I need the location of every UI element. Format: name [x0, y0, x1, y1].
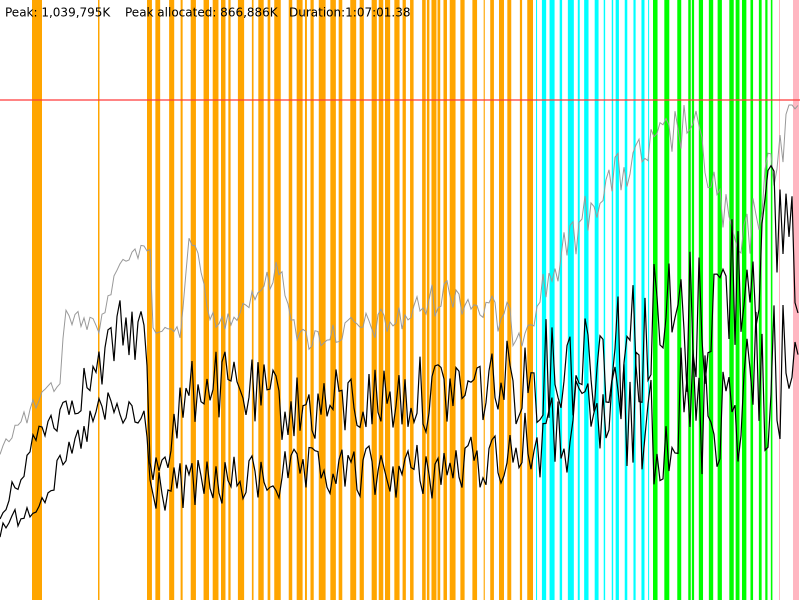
event-bar: [220, 0, 226, 600]
event-bar: [190, 0, 196, 600]
duration-text: Duration:1:07:01.38: [289, 6, 411, 20]
event-bar: [318, 0, 326, 600]
event-bar: [519, 0, 523, 600]
event-bar: [330, 0, 336, 600]
event-bar: [536, 0, 538, 600]
event-bar: [779, 0, 780, 600]
event-bar: [155, 0, 161, 600]
event-bar: [384, 0, 391, 600]
event-bar: [507, 0, 512, 600]
event-bar: [169, 0, 175, 600]
event-bar: [296, 0, 303, 600]
event-bar: [460, 0, 465, 600]
peak-allocated-text: Peak allocated: 866,886K: [125, 6, 279, 20]
event-bar: [499, 0, 504, 600]
event-bar: [371, 0, 377, 600]
peak-text: Peak: 1,039,795K: [5, 6, 111, 20]
event-bar: [251, 0, 254, 600]
event-bar: [310, 0, 314, 600]
usage-line: [0, 304, 799, 538]
usage-line: [0, 104, 799, 455]
event-bar: [594, 0, 599, 600]
event-bar: [228, 0, 231, 600]
event-bar: [735, 0, 740, 600]
event-bar: [237, 0, 245, 600]
event-bar: [750, 0, 754, 600]
event-bar: [541, 0, 547, 600]
event-bar: [449, 0, 456, 600]
event-bar: [770, 0, 773, 600]
event-bar: [648, 0, 650, 600]
event-bar: [98, 0, 100, 600]
event-bar: [359, 0, 364, 600]
event-bar: [410, 0, 414, 600]
event-bar: [212, 0, 219, 600]
event-bar: [394, 0, 400, 600]
event-bar: [378, 0, 384, 600]
event-bar: [653, 0, 658, 600]
event-bar: [350, 0, 357, 600]
event-bar: [338, 0, 343, 600]
event-bar: [729, 0, 734, 600]
event-bar: [567, 0, 574, 600]
event-bar: [472, 0, 478, 600]
event-bar: [527, 0, 533, 600]
event-bar: [147, 0, 152, 600]
event-bar: [274, 0, 281, 600]
event-bar: [549, 0, 555, 600]
event-bar: [180, 0, 183, 600]
event-bar: [304, 0, 307, 600]
event-bar: [624, 0, 628, 600]
event-bar: [584, 0, 589, 600]
usage-line: [0, 164, 799, 520]
event-bar: [402, 0, 406, 600]
event-bar: [443, 0, 447, 600]
event-bar: [267, 0, 271, 600]
event-bar: [288, 0, 293, 600]
event-bar: [32, 0, 42, 600]
event-bar: [641, 0, 645, 600]
event-bar: [258, 0, 264, 600]
event-bar: [717, 0, 722, 600]
event-bar: [422, 0, 426, 600]
event-bar: [577, 0, 580, 600]
event-bar: [611, 0, 614, 600]
event-bar: [431, 0, 437, 600]
event-bar: [483, 0, 485, 600]
event-bar: [603, 0, 606, 600]
event-bar: [426, 0, 430, 600]
event-bar: [490, 0, 494, 600]
event-bar: [758, 0, 762, 600]
event-bar: [437, 0, 441, 600]
event-bar: [765, 0, 768, 600]
event-bar: [708, 0, 714, 600]
event-bar: [691, 0, 695, 600]
event-bar: [677, 0, 682, 600]
event-bar: [559, 0, 563, 600]
usage-lines: [0, 104, 799, 538]
event-bar: [793, 0, 799, 600]
event-bar: [633, 0, 636, 600]
